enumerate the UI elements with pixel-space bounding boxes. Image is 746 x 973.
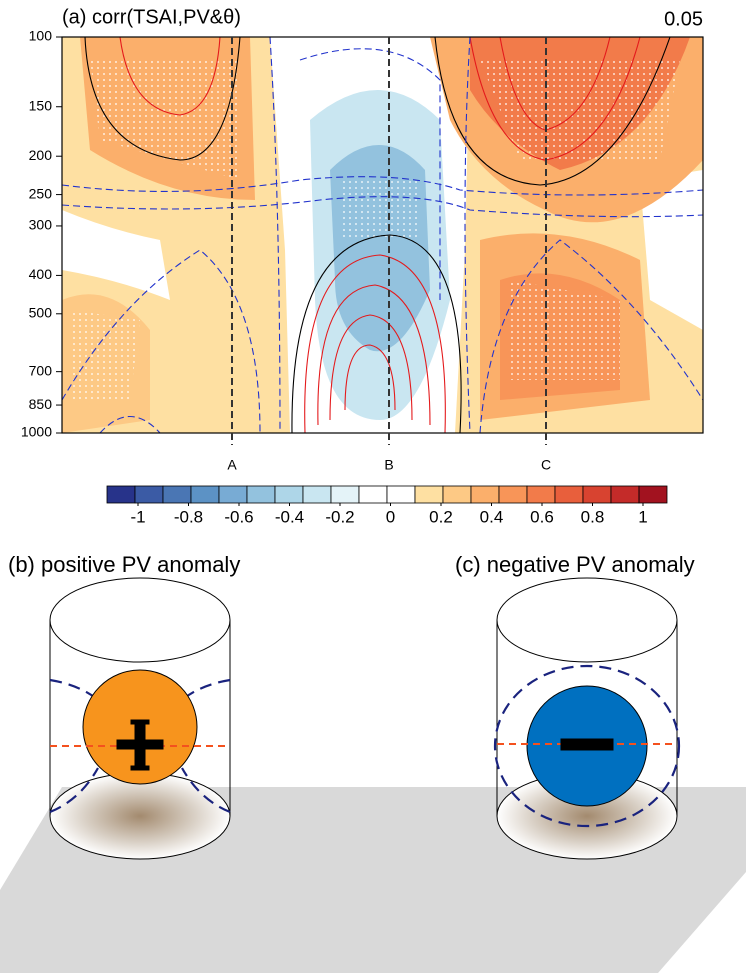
- colorbar-box: [246, 485, 276, 504]
- colorbar-tick-label: -0.2: [325, 507, 354, 526]
- marker-label: B: [384, 457, 393, 473]
- y-tick-label: 500: [29, 304, 53, 320]
- y-tick-label: 1000: [21, 424, 52, 440]
- y-tick-label: 700: [29, 362, 53, 378]
- marker-label: C: [541, 457, 551, 473]
- colorbar-box: [610, 485, 640, 504]
- y-tick-label: 150: [29, 97, 53, 113]
- colorbar-box: [358, 485, 388, 504]
- colorbar-box: [134, 485, 164, 504]
- colorbar-box: [330, 485, 360, 504]
- colorbar-box: [218, 485, 248, 504]
- cylinder-top: [49, 577, 231, 663]
- minus-sign: [560, 738, 614, 751]
- contour-field: [62, 37, 703, 433]
- colorbar-box: [274, 485, 304, 504]
- colorbar-box: [414, 485, 444, 504]
- colorbar-box: [386, 485, 416, 504]
- panel-b-title: (b) positive PV anomaly: [8, 552, 240, 577]
- panel-c-title: (c) negative PV anomaly: [455, 552, 695, 577]
- panel-a-title: (a) corr(TSAI,PV&θ): [62, 6, 241, 28]
- y-tick-label: 400: [29, 266, 53, 282]
- colorbar-tick-label: 0.8: [581, 507, 605, 526]
- colorbar-box: [162, 485, 192, 504]
- y-tick-label: 250: [29, 185, 53, 201]
- colorbar-tick-label: 0.4: [480, 507, 504, 526]
- cross-section-markers: A B C: [227, 37, 551, 473]
- field-white: [640, 170, 703, 330]
- colorbar-box: [190, 485, 220, 504]
- colorbar-box: [554, 485, 584, 504]
- colorbar-box: [526, 485, 556, 504]
- colorbar-tick-label: -1: [130, 507, 145, 526]
- y-tick-label: 300: [29, 217, 53, 233]
- contour-lines: [84, 37, 671, 433]
- colorbar-tick-label: -0.8: [174, 507, 203, 526]
- colorbar-box: [302, 485, 332, 504]
- colorbar-tick-label: -0.6: [224, 507, 253, 526]
- colorbar-box: [498, 485, 528, 504]
- colorbar-tick-label: 0: [386, 507, 395, 526]
- cylinder-bottom: [49, 772, 231, 860]
- y-axis: 100 150 200 250 300 400 500 700 850 1000: [21, 28, 62, 440]
- cylinder-b: [49, 577, 231, 860]
- significance-level: 0.05: [664, 8, 703, 30]
- colorbar-tick-label: 0.6: [530, 507, 554, 526]
- colorbar-box: [582, 485, 612, 504]
- y-tick-label: 850: [29, 396, 53, 412]
- field-white: [62, 210, 170, 300]
- cylinder-c: [493, 577, 681, 860]
- plus-sign: [116, 719, 164, 771]
- marker-label: A: [227, 457, 237, 473]
- colorbar-tick-label: 1: [638, 507, 647, 526]
- cylinder-top: [496, 577, 678, 663]
- colorbar-box: [442, 485, 472, 504]
- colorbar-tick-label: 0.2: [429, 507, 453, 526]
- y-tick-label: 100: [29, 28, 53, 44]
- significance-stipple: [70, 60, 680, 400]
- colorbar-box: [106, 485, 136, 504]
- colorbar-box: [638, 485, 668, 504]
- colorbar-tick-label: -0.4: [275, 507, 304, 526]
- colorbar-box: [470, 485, 500, 504]
- isentrope-ellipse: [493, 664, 681, 828]
- y-tick-label: 200: [29, 147, 53, 163]
- negative-contour-lines: [62, 37, 703, 433]
- colorbar: -1 -0.8 -0.6 -0.4 -0.2 0 0.2 0.4 0.6 0.8 1: [106, 485, 668, 526]
- plot-frame: [61, 36, 704, 434]
